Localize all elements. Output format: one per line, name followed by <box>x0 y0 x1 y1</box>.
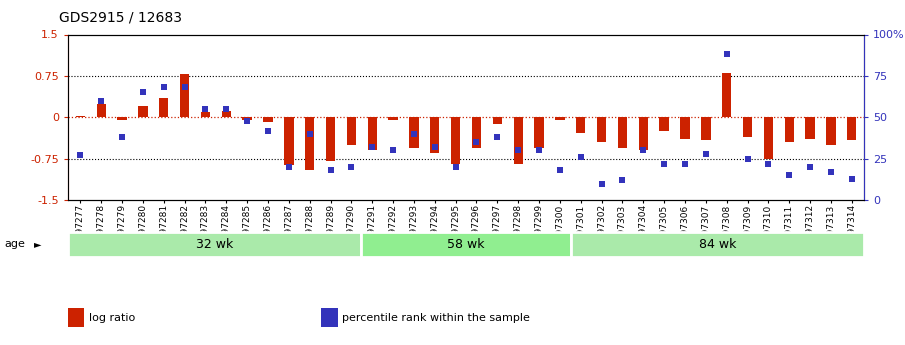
Bar <box>305 117 314 170</box>
Bar <box>597 117 606 142</box>
Text: percentile rank within the sample: percentile rank within the sample <box>342 313 530 323</box>
Bar <box>826 117 835 145</box>
Point <box>386 148 400 153</box>
Bar <box>764 117 773 159</box>
Point <box>406 131 421 137</box>
Point <box>240 118 254 124</box>
Bar <box>409 117 419 148</box>
Point <box>511 148 526 153</box>
Point <box>699 151 713 157</box>
Point <box>574 154 588 160</box>
Bar <box>138 106 148 117</box>
Bar <box>660 117 669 131</box>
Bar <box>76 116 85 117</box>
Bar <box>722 73 731 117</box>
Point <box>448 164 462 170</box>
Point <box>136 90 150 95</box>
Bar <box>159 98 168 117</box>
Point <box>824 169 838 175</box>
Point <box>302 131 317 137</box>
Point <box>198 106 213 112</box>
Point <box>115 135 129 140</box>
Text: age: age <box>5 239 25 249</box>
Point <box>636 148 651 153</box>
Bar <box>492 117 502 124</box>
Point <box>73 152 88 158</box>
Point <box>94 98 109 104</box>
Bar <box>326 117 335 161</box>
Point <box>281 164 296 170</box>
Point <box>595 181 609 186</box>
Bar <box>361 232 571 257</box>
Point <box>657 161 672 166</box>
Text: 84 wk: 84 wk <box>699 238 737 250</box>
Bar <box>847 117 856 140</box>
Bar <box>222 111 231 117</box>
Point <box>261 128 275 133</box>
Bar <box>701 117 710 140</box>
Point <box>427 144 442 150</box>
Bar <box>243 117 252 120</box>
Bar <box>367 117 377 150</box>
Point <box>365 144 379 150</box>
Point <box>323 168 338 173</box>
Point <box>615 177 630 183</box>
Bar <box>785 117 794 142</box>
Point <box>740 156 755 161</box>
Bar <box>284 117 293 165</box>
Bar <box>571 232 864 257</box>
Bar <box>618 117 627 148</box>
Point <box>219 106 233 112</box>
Bar <box>388 117 398 120</box>
Bar <box>513 117 523 164</box>
Point <box>532 148 547 153</box>
Bar <box>743 117 752 137</box>
Bar <box>97 104 106 117</box>
Point <box>678 161 692 166</box>
Point <box>782 172 796 178</box>
Point <box>491 135 505 140</box>
Point <box>344 164 358 170</box>
Bar <box>472 117 481 148</box>
Bar <box>347 117 356 145</box>
Bar <box>201 112 210 117</box>
Bar <box>430 117 440 153</box>
Text: GDS2915 / 12683: GDS2915 / 12683 <box>59 10 182 24</box>
Bar <box>263 117 272 122</box>
Bar <box>118 117 127 120</box>
Text: log ratio: log ratio <box>89 313 135 323</box>
Point <box>470 139 484 145</box>
Point <box>157 85 171 90</box>
Point <box>803 164 817 170</box>
Point <box>177 85 192 90</box>
Bar <box>555 117 565 119</box>
Bar <box>681 117 690 139</box>
Bar <box>639 117 648 150</box>
Text: ►: ► <box>34 239 42 249</box>
Bar <box>180 74 189 117</box>
Text: 58 wk: 58 wk <box>447 238 485 250</box>
Bar <box>805 117 814 139</box>
Point <box>719 52 734 57</box>
Bar <box>534 117 544 148</box>
Text: 32 wk: 32 wk <box>196 238 233 250</box>
Bar <box>68 232 361 257</box>
Point <box>761 161 776 166</box>
Point <box>553 168 567 173</box>
Point <box>844 176 859 181</box>
Bar <box>451 117 461 164</box>
Bar <box>576 117 586 133</box>
